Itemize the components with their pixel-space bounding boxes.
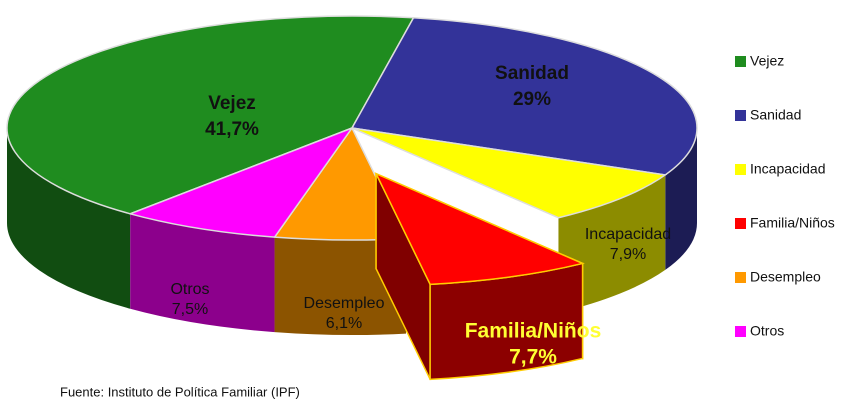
slice [374,172,585,286]
legend-label: Incapacidad [750,161,826,177]
labels: Vejez 41,7% Sanidad 29% Incapacidad 7,9% Famil… [170,63,671,369]
slice-side [558,174,666,313]
slice [6,15,415,215]
slice-label: Desempleo [304,295,385,312]
value-label: 7,9% [610,246,646,263]
legend-swatch [735,218,746,229]
slice-label: Incapacidad [585,226,671,243]
legend-swatch [735,164,746,175]
slice-side [130,213,275,333]
legend-label: Sanidad [750,107,801,123]
legend-swatch [735,56,746,67]
slice-side [7,128,131,309]
legend-label: Otros [750,323,784,339]
pie [6,15,698,381]
source: Fuente: Instituto de Política Familiar (… [60,384,300,399]
legend-swatch [735,110,746,121]
slice-label: Vejez [208,93,256,114]
slice-side [274,237,407,336]
slice-label: Otros [170,281,209,298]
legend-swatch [735,272,746,283]
legend-label: Familia/Niños [750,215,835,231]
slice [351,127,668,219]
slice-label: Familia/Niños [465,320,602,343]
slice [127,126,355,238]
legend-label: Vejez [750,53,784,69]
value-label: 7,7% [509,346,557,369]
value-label: 7,5% [172,301,208,318]
legend-label: Desempleo [750,269,821,285]
value-label: 6,1% [326,315,362,332]
slice-label: Sanidad [495,63,569,84]
slice-side [665,128,697,270]
legend: Vejez Sanidad Incapacidad Familia/Niños Dese… [735,53,835,339]
legend-swatch [735,326,746,337]
slice [350,17,698,176]
value-label: 41,7% [205,119,259,140]
value-label: 29% [513,89,551,110]
